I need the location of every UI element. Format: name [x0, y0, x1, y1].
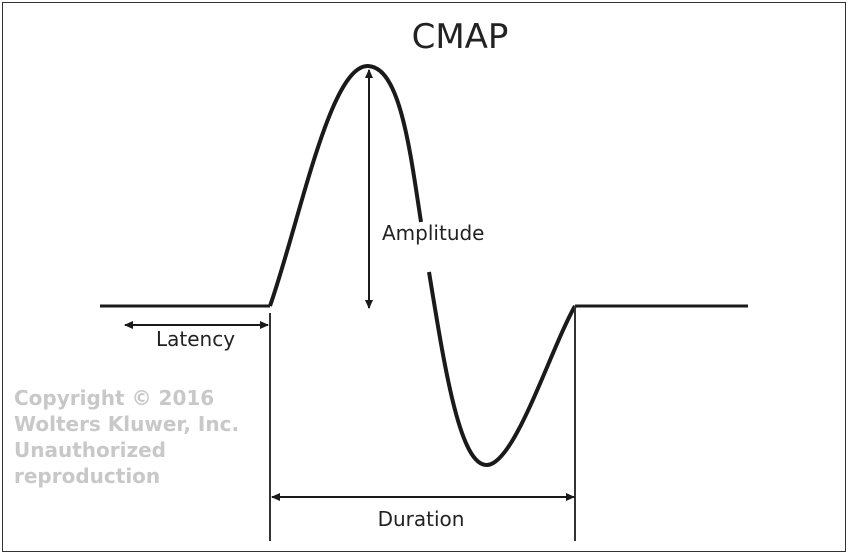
copyright-watermark: Copyright © 2016 Wolters Kluwer, Inc. Un… — [14, 386, 240, 488]
duration-label: Duration — [378, 507, 465, 531]
latency-label: Latency — [156, 327, 235, 351]
waveform-trough — [427, 271, 577, 468]
waveform-peak — [268, 63, 423, 307]
diagram-title: CMAP — [412, 17, 509, 57]
amplitude-label: Amplitude — [382, 221, 485, 245]
